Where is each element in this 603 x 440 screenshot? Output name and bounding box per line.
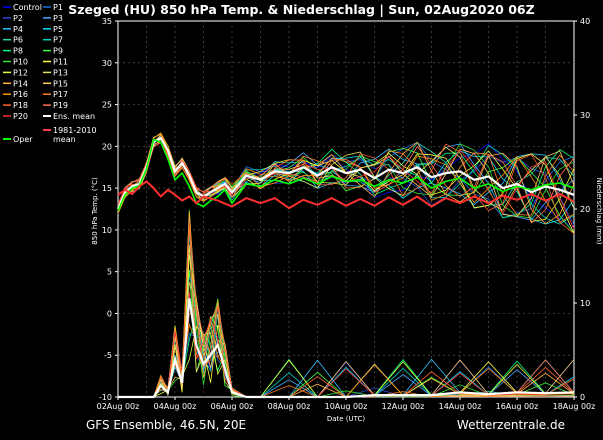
y2-axis-ticks: 0 10 20 30 40 (574, 17, 590, 402)
x-tick-label: 12Aug 00z (382, 402, 425, 411)
legend-label: P9 (53, 47, 63, 56)
legend-label: P6 (13, 36, 23, 45)
legend-label: P19 (53, 101, 68, 110)
series-line-1981-2010-mean (117, 180, 575, 210)
legend-label: P18 (13, 101, 28, 110)
legend-label: P1 (53, 3, 63, 12)
y2-axis-label: Niederschlag (mm) (595, 177, 603, 244)
x-tick-label: 18Aug 00z (553, 402, 596, 411)
y2-tick-label: 20 (580, 205, 590, 214)
legend-label: P15 (53, 79, 68, 88)
legend-label: P14 (13, 79, 28, 88)
legend-label: 1981-2010 mean (53, 126, 97, 144)
legend-label: P7 (53, 36, 63, 45)
x-tick-label: 14Aug 00z (439, 402, 482, 411)
legend-label: P5 (53, 25, 63, 34)
series-lines (116, 136, 575, 399)
y-tick-label: -10 (99, 393, 112, 402)
legend-label: P20 (13, 112, 28, 121)
y-tick-label: 5 (107, 268, 112, 277)
series-line-ens-mean (116, 136, 575, 210)
legend-label: P10 (13, 58, 28, 67)
legend-label: Control (13, 3, 42, 12)
y2-tick-label: 10 (580, 299, 590, 308)
legend-label: P4 (13, 25, 23, 34)
legend-label: P2 (13, 14, 23, 23)
x-axis-ticks: 02Aug 00z 04Aug 00z 06Aug 00z 08Aug 00z 10Au… (97, 397, 596, 411)
legend-label: P13 (53, 68, 68, 77)
member-precip-line (118, 291, 575, 398)
y-tick-label: 35 (102, 17, 112, 26)
y-tick-label: 15 (102, 184, 112, 193)
footer-model-info: GFS Ensemble, 46.5N, 20E (86, 418, 247, 432)
y2-tick-label: 0 (580, 393, 585, 402)
x-tick-label: 06Aug 00z (211, 402, 254, 411)
y-tick-label: 25 (102, 101, 112, 110)
legend-label: P3 (53, 14, 63, 23)
legend-label: Oper (13, 135, 33, 144)
footer-site-name: Wetterzentrale.de (456, 418, 565, 432)
x-axis-label: Date (UTC) (327, 415, 366, 423)
y2-tick-label: 30 (580, 111, 590, 120)
member-precip-line (118, 209, 575, 398)
y-tick-label: 10 (102, 226, 112, 235)
y2-tick-label: 40 (580, 17, 590, 26)
y-axis-label: 850 hPa Temp. (°C) (91, 177, 99, 245)
legend-label: P17 (53, 90, 68, 99)
y-tick-label: -5 (104, 351, 112, 360)
member-temp-line (117, 142, 575, 229)
x-tick-label: 02Aug 00z (97, 402, 140, 411)
y-tick-label: 30 (102, 59, 112, 68)
y-axis-ticks: -10 -5 0 5 10 15 20 25 30 35 (99, 17, 118, 402)
legend-label: P16 (13, 90, 28, 99)
x-tick-label: 16Aug 00z (496, 402, 539, 411)
legend-label: Ens. mean (53, 112, 95, 121)
legend-label: P8 (13, 47, 23, 56)
x-tick-label: 04Aug 00z (154, 402, 197, 411)
series-line-oper (117, 138, 575, 212)
legend-label: P12 (13, 68, 28, 77)
y-tick-label: 0 (107, 309, 112, 318)
precip-line-ens-mean (118, 298, 575, 399)
legend-label: P11 (53, 58, 68, 67)
chart-title: Szeged (HU) 850 hPa Temp. & Niederschlag… (68, 2, 535, 17)
x-tick-label: 10Aug 00z (325, 402, 368, 411)
x-tick-label: 08Aug 00z (268, 402, 311, 411)
y-tick-label: 20 (102, 142, 112, 151)
